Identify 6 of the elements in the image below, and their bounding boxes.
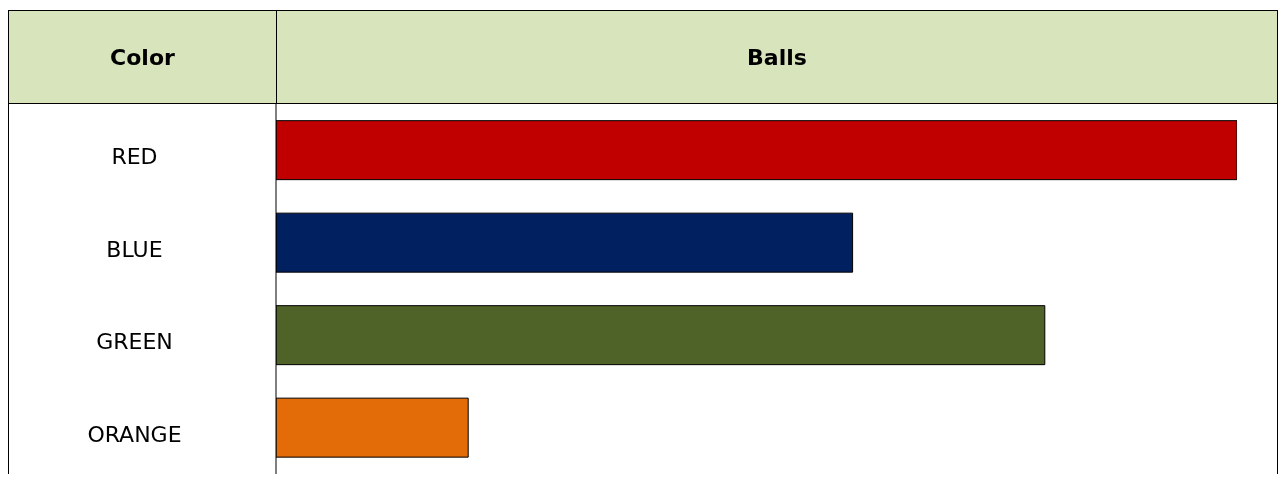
y-tick-label: RED [111, 144, 158, 170]
y-tick-label: ORANGE [87, 421, 182, 447]
x-axis-title: Balls [746, 43, 808, 72]
y-tick-label: GREEN [96, 329, 173, 355]
y-axis-title: Color [9, 11, 277, 103]
y-tick-label: BLUE [106, 236, 163, 262]
